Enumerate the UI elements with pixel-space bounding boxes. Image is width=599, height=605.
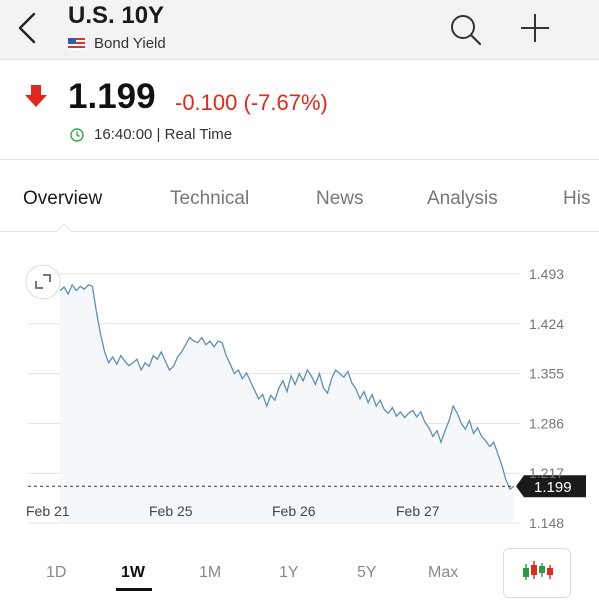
arrow-down-icon [25, 85, 47, 107]
quote-panel: 1.199 -0.100 (-7.67%) 16:40:00 | Real Ti… [0, 60, 599, 160]
last-price-badge [516, 475, 586, 498]
price-chart[interactable]: 1.199 1.493 1.424 1.355 1.286 1.217 1.148 Feb… [0, 240, 599, 540]
section-tabs: Overview Technical News Analysis His [0, 160, 599, 232]
price-change: -0.100 (-7.67%) [175, 90, 328, 115]
instrument-subtitle: Bond Yield [68, 35, 166, 52]
tab-analysis[interactable]: Analysis [427, 188, 498, 209]
y-tick-label: 1.424 [529, 316, 564, 332]
quote-time-text: 16:40:00 | Real Time [94, 126, 233, 143]
period-1y[interactable]: 1Y [279, 564, 299, 581]
y-tick-label: 1.355 [529, 366, 564, 382]
tab-news[interactable]: News [316, 188, 364, 209]
tab-history[interactable]: His [563, 188, 591, 209]
tab-technical[interactable]: Technical [170, 188, 250, 209]
y-tick-label: 1.148 [529, 515, 564, 531]
subtitle-text: Bond Yield [94, 35, 166, 52]
active-period-underline [116, 588, 152, 591]
quote-time: 16:40:00 | Real Time [70, 126, 232, 143]
search-button[interactable] [446, 10, 486, 50]
x-tick-label: Feb 27 [396, 503, 440, 519]
search-icon [451, 15, 482, 46]
chart-canvas[interactable]: 1.199 1.493 1.424 1.355 1.286 1.217 1.148 Feb… [0, 240, 599, 540]
series-line [59, 283, 515, 491]
y-tick-label: 1.286 [529, 415, 564, 431]
page-title: U.S. 10Y [68, 2, 165, 29]
period-1d[interactable]: 1D [46, 564, 67, 581]
expand-icon [35, 274, 51, 289]
top-bar: U.S. 10Y Bond Yield [0, 0, 599, 60]
x-tick-label: Feb 21 [26, 503, 70, 519]
period-selector: 1D 1W 1M 1Y 5Y Max [0, 548, 599, 605]
us-flag-icon [68, 37, 85, 50]
expand-chart-button[interactable] [25, 264, 61, 300]
series-area [60, 284, 514, 523]
last-price-label: 1.199 [534, 479, 572, 496]
chart-type-button[interactable] [503, 548, 571, 598]
x-tick-label: Feb 26 [272, 503, 316, 519]
chevron-left-icon [18, 12, 36, 44]
period-5y[interactable]: 5Y [357, 564, 377, 581]
tab-overview[interactable]: Overview [23, 188, 103, 209]
last-price: 1.199 [68, 77, 156, 116]
clock-icon [70, 127, 84, 142]
x-tick-label: Feb 25 [149, 503, 193, 519]
y-tick-label: 1.217 [529, 465, 564, 481]
candlestick-icon [523, 561, 553, 580]
add-to-watchlist-button[interactable] [515, 8, 555, 48]
back-button[interactable] [12, 8, 46, 48]
period-1m[interactable]: 1M [199, 564, 222, 581]
period-max[interactable]: Max [428, 564, 459, 581]
plus-icon [521, 14, 549, 42]
y-tick-label: 1.493 [529, 266, 564, 282]
period-1w[interactable]: 1W [121, 564, 145, 581]
